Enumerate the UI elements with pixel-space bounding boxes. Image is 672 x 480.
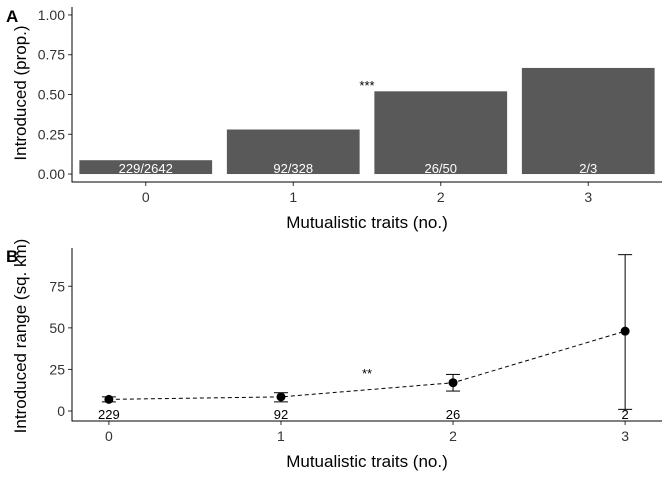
y-tick-label-a-1: 0.25 bbox=[38, 126, 65, 142]
data-point-3 bbox=[620, 326, 630, 336]
point-count-label-0: 229 bbox=[98, 407, 120, 422]
point-count-label-2: 26 bbox=[446, 407, 460, 422]
bar-3 bbox=[521, 67, 655, 175]
point-count-label-3: 2 bbox=[622, 407, 629, 422]
data-point-2 bbox=[448, 378, 458, 388]
y-tick-label-a-0: 0.00 bbox=[38, 166, 65, 182]
y-tick-label-b-2: 50 bbox=[49, 320, 65, 336]
point-count-label-1: 92 bbox=[274, 407, 288, 422]
panel-b-axis-lines bbox=[71, 248, 662, 422]
y-tick-label-a-2: 0.50 bbox=[38, 87, 65, 103]
x-tick-label-b-0: 0 bbox=[105, 428, 113, 444]
y-tick-label-a-3: 0.75 bbox=[38, 47, 65, 63]
y-tick-label-b-3: 75 bbox=[49, 278, 65, 294]
bar-count-label-2: 26/50 bbox=[424, 161, 457, 176]
panel-b-x-axis-title: Mutualistic traits (no.) bbox=[286, 452, 448, 471]
bar-count-label-0: 229/2642 bbox=[119, 161, 173, 176]
significance-annotation-a: *** bbox=[359, 78, 374, 93]
panel-a-label: A bbox=[6, 7, 18, 26]
data-point-1 bbox=[276, 392, 286, 402]
bar-count-label-3: 2/3 bbox=[579, 161, 597, 176]
x-tick-label-b-1: 1 bbox=[277, 428, 285, 444]
x-tick-label-a-1: 1 bbox=[289, 189, 297, 205]
y-tick-label-b-1: 25 bbox=[49, 361, 65, 377]
data-point-0 bbox=[104, 394, 114, 404]
panel-b: B 229 92 26 2 0 1 2 3 0 25 50 75 ** Mutualistic tra… bbox=[6, 239, 662, 471]
bar-0 bbox=[79, 160, 213, 175]
x-tick-label-a-3: 3 bbox=[584, 189, 592, 205]
panel-a-y-axis-title: Introduced (prop.) bbox=[11, 25, 30, 160]
trend-line bbox=[108, 330, 626, 400]
panel-a-x-axis-title: Mutualistic traits (no.) bbox=[286, 213, 448, 232]
panel-a-axis-lines bbox=[71, 7, 662, 183]
x-tick-label-b-3: 3 bbox=[621, 428, 629, 444]
y-tick-label-b-0: 0 bbox=[57, 403, 65, 419]
bar-1 bbox=[226, 129, 360, 175]
bar-count-label-1: 92/328 bbox=[273, 161, 313, 176]
panel-b-y-axis-title: Introduced range (sq. km) bbox=[11, 239, 30, 434]
significance-annotation-b: ** bbox=[362, 366, 372, 381]
x-tick-label-b-2: 2 bbox=[449, 428, 457, 444]
panel-b-label: B bbox=[6, 247, 18, 266]
x-tick-label-a-0: 0 bbox=[142, 189, 150, 205]
bar-2 bbox=[374, 91, 508, 175]
x-tick-label-a-2: 2 bbox=[437, 189, 445, 205]
panel-a: A 229/2642 92/328 26/50 2/3 0 1 2 3 0.00 0.25 0.5… bbox=[6, 7, 662, 232]
y-tick-label-a-4: 1.00 bbox=[38, 7, 65, 23]
